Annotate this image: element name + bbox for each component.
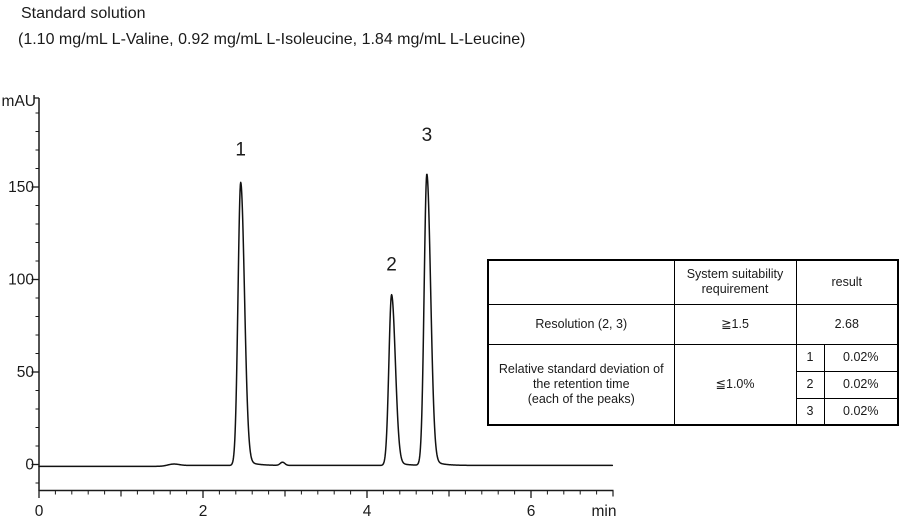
x-tick-label: 4 bbox=[363, 503, 372, 520]
rsd-peak1-value-cell: 0.02% bbox=[823, 343, 899, 372]
rsd-peak2-number-cell: 2 bbox=[795, 370, 825, 399]
rsd-row-peak3: 3 0.02% bbox=[488, 397, 899, 426]
header-result-cell: result bbox=[795, 259, 899, 305]
x-tick-label: 6 bbox=[527, 503, 536, 520]
y-tick-label: 150 bbox=[8, 179, 34, 196]
y-axis-unit-label: mAU bbox=[2, 93, 36, 110]
rsd-name-cell: Relative standard deviation of the reten… bbox=[487, 343, 675, 426]
y-tick-label: 0 bbox=[25, 457, 34, 474]
x-axis-unit-label: min bbox=[592, 503, 617, 520]
report-title: Standard solution bbox=[21, 5, 146, 22]
rsd-row-peak1: Relative standard deviation of the reten… bbox=[487, 343, 899, 426]
rsd-peak1-number-cell: 1 bbox=[795, 343, 825, 372]
rsd-row-peak2: 2 0.02% bbox=[488, 370, 899, 399]
peak-label: 2 bbox=[386, 255, 397, 276]
table-corner-cell bbox=[487, 259, 675, 305]
system-suitability-table: System suitability requirement result Re… bbox=[487, 259, 900, 426]
header-requirement-cell: System suitability requirement bbox=[673, 259, 797, 305]
rsd-peak3-value-cell: 0.02% bbox=[823, 397, 899, 426]
peak-labels: 1 2 3 bbox=[235, 125, 432, 276]
resolution-row: Resolution (2, 3) ≧1.5 2.68 bbox=[487, 303, 899, 345]
x-tick-label: 2 bbox=[199, 503, 208, 520]
x-axis-ticks bbox=[38, 490, 614, 498]
peak-label: 3 bbox=[422, 125, 433, 146]
y-tick-label: 50 bbox=[17, 364, 35, 381]
rsd-requirement-cell: ≦1.0% bbox=[673, 343, 797, 426]
chromatogram-trace bbox=[38, 173, 614, 468]
table-header-row: System suitability requirement result bbox=[487, 259, 899, 305]
rsd-peak2-value-cell: 0.02% bbox=[823, 370, 899, 399]
y-axis-ticks bbox=[31, 112, 39, 484]
resolution-result-cell: 2.68 bbox=[795, 303, 899, 345]
resolution-requirement-cell: ≧1.5 bbox=[673, 303, 797, 345]
x-tick-label: 0 bbox=[35, 503, 44, 520]
y-axis-tick-labels: 0 50 100 150 bbox=[8, 179, 34, 474]
report-subtitle: (1.10 mg/mL L-Valine, 0.92 mg/mL L-Isole… bbox=[18, 31, 526, 48]
y-tick-label: 100 bbox=[8, 272, 34, 289]
peak-label: 1 bbox=[235, 139, 246, 160]
x-axis-tick-labels: 0 2 4 6 bbox=[35, 503, 536, 520]
resolution-name-cell: Resolution (2, 3) bbox=[487, 303, 675, 345]
rsd-peak3-number-cell: 3 bbox=[795, 397, 825, 426]
